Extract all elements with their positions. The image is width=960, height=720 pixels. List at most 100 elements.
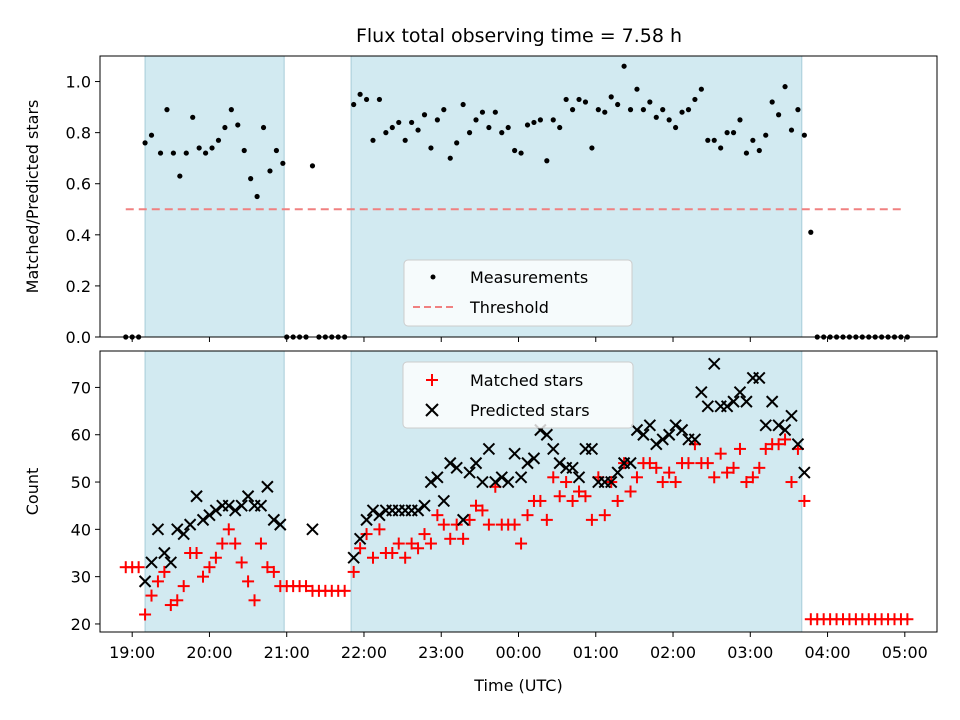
measurement-point (254, 193, 260, 200)
measurement-point (273, 147, 280, 154)
measurement-point (692, 96, 698, 103)
predicted-stars-point (662, 428, 676, 441)
x-tick-label: 23:00 (418, 643, 464, 662)
predicted-stars-point (695, 385, 708, 399)
measurement-point (544, 158, 550, 164)
predicted-stars-point (624, 456, 637, 470)
measurement-point (795, 107, 801, 113)
x-tick-label: 19:00 (109, 643, 155, 662)
matched-stars-point (785, 476, 798, 489)
matched-stars-point (772, 438, 785, 451)
measurement-point (235, 122, 241, 128)
legend-label-measurements: Measurements (470, 268, 588, 287)
legend-label-threshold: Threshold (469, 298, 549, 317)
observing-window (145, 56, 285, 337)
measurement-point (788, 127, 795, 133)
predicted-stars-point (669, 419, 682, 432)
measurement-point (647, 99, 653, 105)
predicted-stars-point (508, 447, 521, 460)
legend-label-predicted: Predicted stars (470, 401, 590, 420)
measurement-point (309, 163, 316, 169)
measurement-point (177, 173, 183, 179)
measurement-point (492, 109, 498, 115)
predicted-stars-point (476, 475, 489, 489)
x-tick-label: 01:00 (573, 643, 619, 662)
matched-stars-point (650, 461, 663, 474)
predicted-stars-point (235, 499, 248, 512)
measurement-point (409, 119, 415, 126)
measurement-point (370, 137, 376, 143)
predicted-stars-point (450, 461, 463, 475)
measurement-point (711, 137, 717, 143)
measurement-point (202, 150, 209, 156)
measurement-point (428, 145, 434, 151)
y-tick-label: 1.0 (66, 73, 91, 92)
predicted-stars-point (437, 494, 451, 508)
matched-stars-point (203, 561, 216, 574)
measurement-point (363, 96, 370, 103)
measurement-point (241, 147, 247, 154)
matched-stars-point (248, 594, 261, 607)
measurement-point (666, 117, 672, 123)
matched-stars-point (457, 532, 470, 545)
predicted-stars-point (566, 461, 579, 475)
measurement-point (148, 132, 155, 138)
predicted-stars-point (164, 556, 178, 569)
measurement-point (685, 107, 692, 113)
predicted-stars-point (463, 466, 476, 479)
measurement-point (569, 107, 576, 113)
measurement-point (724, 130, 730, 136)
measurement-point (782, 84, 788, 90)
matched-stars-point (901, 613, 914, 626)
matched-stars-point (222, 523, 235, 536)
matched-stars-point (560, 476, 573, 489)
y-tick-label: 0.8 (66, 124, 91, 143)
y-axis-label: Count (23, 468, 42, 516)
measurement-point (576, 96, 582, 103)
y-tick-label: 70 (71, 378, 91, 397)
measurement-point (466, 130, 473, 136)
matched-stars-point (508, 518, 521, 531)
predicted-stars-point (267, 513, 281, 527)
predicted-stars-point (611, 466, 624, 479)
predicted-stars-point (605, 475, 618, 489)
y-tick-label: 0.6 (66, 175, 91, 194)
matched-stars-point (424, 537, 437, 550)
predicted-stars-point (373, 508, 386, 522)
measurement-point (454, 140, 460, 146)
measurement-point (441, 107, 447, 113)
predicted-stars-point (527, 452, 541, 465)
matched-stars-point (267, 565, 280, 578)
measurement-point (608, 94, 614, 100)
predicted-stars-point (138, 575, 152, 588)
measurement-point (209, 145, 215, 151)
matched-stars-point (463, 513, 476, 526)
predicted-stars-point (733, 385, 747, 399)
matched-stars-point (656, 476, 669, 489)
measurement-point (763, 132, 769, 138)
x-tick-label: 20:00 (186, 643, 232, 662)
matched-stars-point (682, 457, 695, 470)
matched-stars-point (515, 537, 528, 550)
measurement-point (582, 99, 589, 105)
y-tick-label: 40 (71, 520, 91, 539)
matched-stars-point (669, 476, 682, 489)
predicted-stars-point (254, 499, 268, 512)
measurement-point (421, 112, 428, 118)
matched-stars-point (553, 490, 566, 503)
predicted-stars-point (765, 395, 779, 408)
measurement-point (730, 130, 737, 136)
predicted-stars-point (553, 456, 566, 470)
predicted-stars-point (501, 475, 515, 489)
predicted-stars-point (720, 400, 734, 413)
matched-stars-point (476, 504, 489, 517)
measurement-point (672, 124, 679, 131)
y-tick-label: 20 (71, 615, 91, 634)
predicted-stars-point (347, 551, 360, 564)
measurement-point (460, 101, 466, 108)
y-tick-label: 30 (71, 568, 91, 587)
matched-stars-point (412, 542, 425, 555)
predicted-stars-point (203, 508, 216, 522)
y-tick-label: 60 (71, 426, 91, 445)
